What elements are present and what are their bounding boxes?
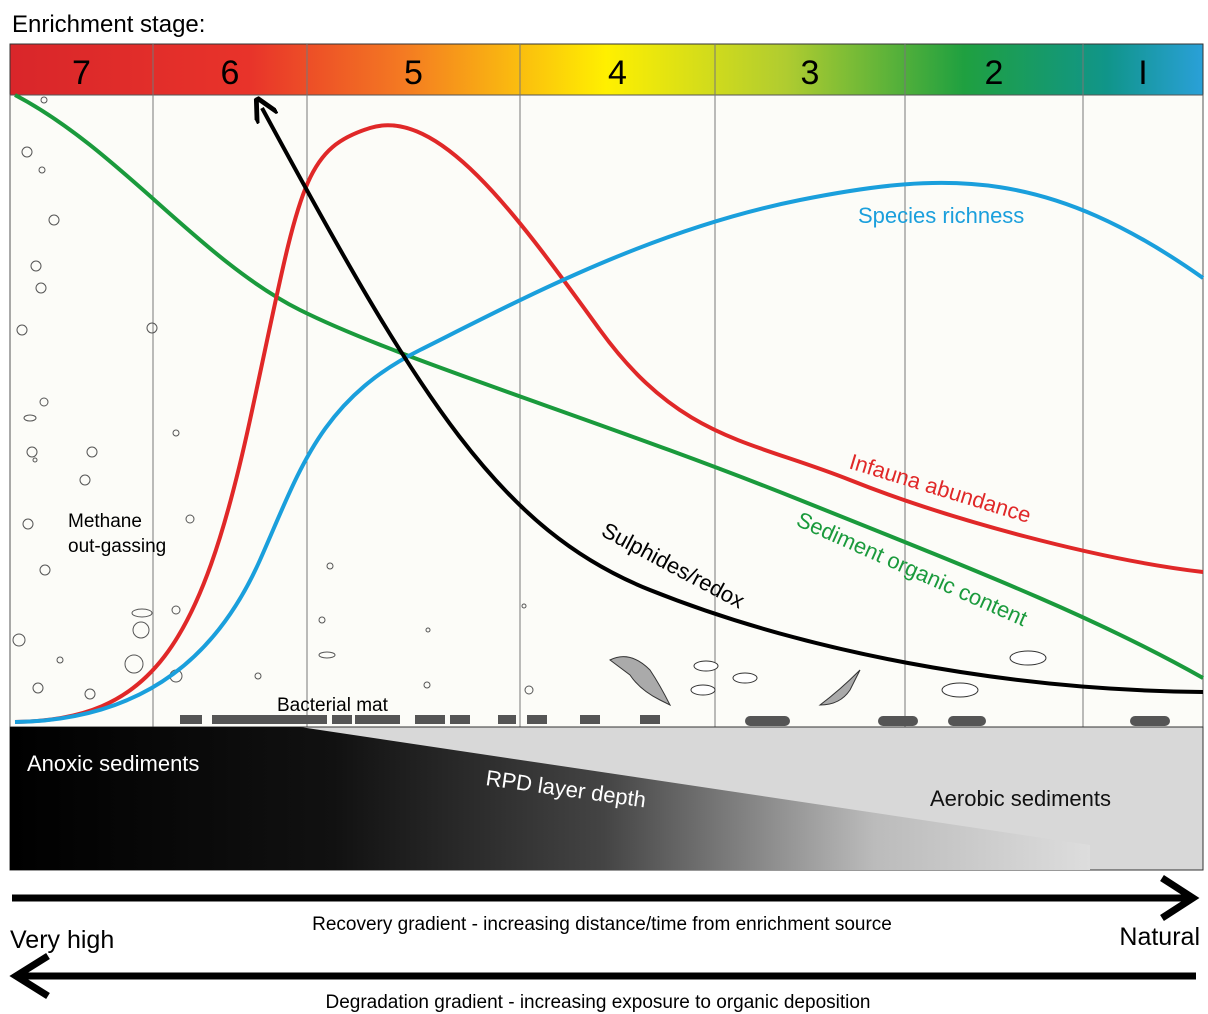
- stage-label: 4: [608, 54, 627, 92]
- stage-label: 3: [801, 54, 820, 92]
- stage-label: 2: [985, 54, 1004, 92]
- stage-band: [10, 44, 1203, 95]
- anoxic-label: Anoxic sediments: [27, 751, 199, 776]
- stage-label: 7: [72, 54, 91, 92]
- aerobic-label: Aerobic sediments: [930, 786, 1111, 811]
- bacterial-mat-label: Bacterial mat: [277, 695, 389, 716]
- methane-label: out-gassing: [68, 536, 166, 557]
- degradation-arrow: [16, 956, 1196, 996]
- diagram: Enrichment stage: Species richness Infau…: [0, 0, 1208, 1014]
- title: Enrichment stage:: [12, 11, 205, 38]
- degradation-label: Degradation gradient - increasing exposu…: [325, 992, 870, 1013]
- stage-label: 6: [221, 54, 240, 92]
- methane-label: Methane: [68, 511, 142, 532]
- recovery-label: Recovery gradient - increasing distance/…: [312, 914, 892, 935]
- stage-label: I: [1138, 54, 1147, 92]
- stage-label: 5: [404, 54, 423, 92]
- left-label: Very high: [10, 926, 114, 954]
- right-label: Natural: [1119, 923, 1200, 951]
- recovery-arrow: [12, 878, 1193, 918]
- species-richness-label: Species richness: [858, 203, 1024, 228]
